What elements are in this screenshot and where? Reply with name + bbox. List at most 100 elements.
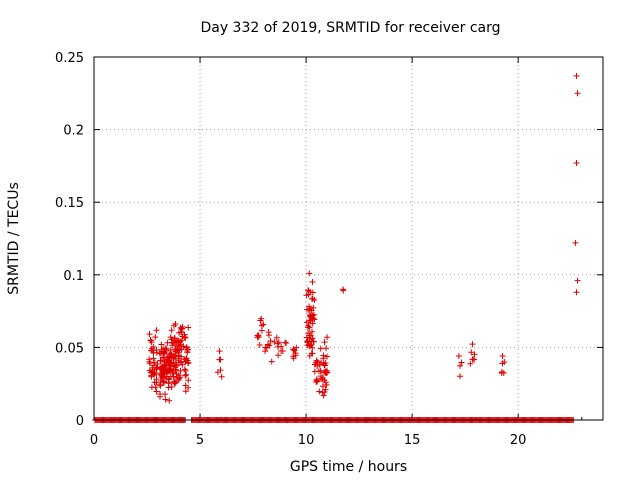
y-tick-label: 0.25 (55, 51, 84, 66)
x-tick-label: 15 (404, 433, 421, 448)
data-point (574, 90, 581, 97)
data-point (273, 334, 280, 341)
data-point (185, 360, 192, 367)
data-point (179, 325, 186, 332)
data-point (176, 329, 183, 336)
data-point (313, 378, 320, 385)
y-tick-label: 0.2 (63, 124, 84, 139)
data-point (183, 344, 190, 351)
data-point (150, 355, 157, 362)
data-point (148, 339, 155, 346)
data-point (157, 371, 164, 378)
data-point (185, 377, 192, 384)
data-point (319, 389, 326, 396)
data-point (263, 344, 270, 351)
data-point (185, 324, 192, 331)
data-point (573, 72, 580, 79)
data-point (306, 324, 313, 331)
data-point (166, 397, 173, 404)
data-point (181, 366, 188, 373)
data-point (216, 348, 223, 355)
data-point (305, 330, 312, 337)
data-point (146, 358, 153, 365)
data-point (320, 360, 327, 367)
x-tick-label: 20 (510, 433, 527, 448)
data-point (469, 356, 476, 363)
data-points (92, 72, 581, 423)
data-point (146, 367, 153, 374)
data-point (161, 349, 168, 356)
y-tick-label: 0 (76, 414, 84, 429)
data-point (178, 326, 185, 333)
data-point (283, 340, 290, 347)
data-point (304, 342, 311, 349)
data-point (161, 391, 168, 398)
data-point (164, 356, 171, 363)
data-point (217, 367, 224, 374)
data-point (309, 295, 316, 302)
x-tick-label: 10 (298, 433, 315, 448)
data-point (158, 348, 165, 355)
data-point (184, 349, 191, 356)
data-point (309, 289, 316, 296)
data-point (323, 345, 330, 352)
data-point (501, 358, 508, 365)
data-point (151, 379, 158, 386)
x-tick-label: 5 (196, 433, 204, 448)
data-point (148, 373, 155, 380)
data-point (181, 356, 188, 363)
data-point (147, 360, 154, 367)
data-point (167, 362, 174, 369)
y-axis-title: SRMTID / TECUs (6, 182, 22, 295)
data-point (309, 344, 316, 351)
data-point (340, 287, 347, 294)
data-point (171, 379, 178, 386)
data-point (572, 239, 579, 246)
data-point (256, 342, 263, 349)
data-point (314, 362, 321, 369)
data-point (307, 312, 314, 319)
data-point (179, 361, 186, 368)
y-tick-label: 0.1 (63, 269, 84, 284)
data-point (168, 351, 175, 358)
data-point (499, 353, 506, 360)
data-point (500, 370, 507, 377)
data-point (175, 338, 182, 345)
data-point (182, 367, 189, 374)
data-point (309, 328, 316, 335)
data-point (323, 381, 330, 388)
data-point (292, 352, 299, 359)
axes: 0 0.05 0.1 0.15 0.2 0.25 0 5 10 15 20 (55, 51, 603, 448)
data-point (157, 357, 164, 364)
data-point (152, 334, 159, 341)
data-point (306, 303, 313, 310)
data-point (167, 350, 174, 357)
data-point (170, 359, 177, 366)
data-point (320, 352, 327, 359)
data-point (306, 317, 313, 324)
data-point (306, 270, 313, 277)
data-point (267, 337, 274, 344)
data-point (573, 159, 580, 166)
data-point (172, 355, 179, 362)
data-point (182, 382, 189, 389)
data-point (264, 341, 271, 348)
data-point (308, 350, 315, 357)
data-point (320, 392, 327, 399)
data-point (167, 373, 174, 380)
data-point (156, 381, 163, 388)
data-point (455, 352, 462, 359)
data-point (183, 371, 190, 378)
data-point (168, 336, 175, 343)
data-point (153, 388, 160, 395)
chart-title: Day 332 of 2019, SRMTID for receiver car… (200, 20, 500, 36)
data-point (457, 362, 464, 369)
data-point (457, 373, 464, 380)
data-point (218, 373, 225, 380)
data-point (293, 344, 300, 351)
data-point (317, 373, 324, 380)
data-point (172, 342, 179, 349)
data-point (258, 327, 265, 334)
data-point (184, 346, 191, 353)
